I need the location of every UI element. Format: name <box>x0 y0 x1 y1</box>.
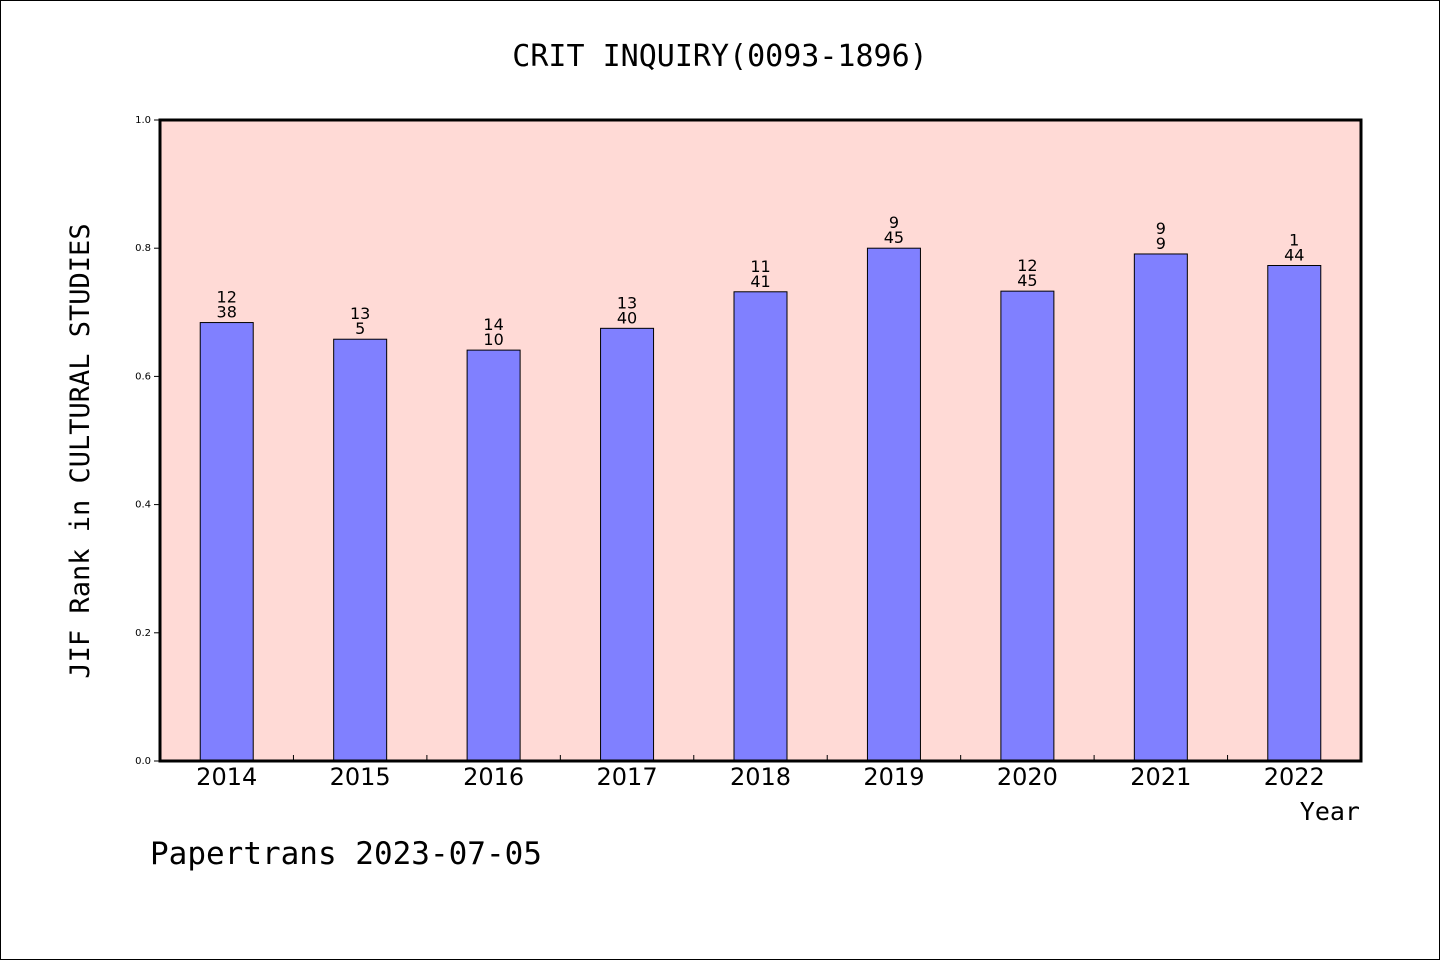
y-tick-label-0.4: 0.4 <box>135 500 151 511</box>
x-tick-label-2018: 2018 <box>730 763 791 791</box>
plot-border <box>158 118 1363 763</box>
bar-label-top-2016: 14 <box>483 315 503 334</box>
x-axis: 2014 2015 2016 2017 2018 2019 2020 2021 2022 <box>196 755 1325 791</box>
x-tick-label-2020: 2020 <box>997 763 1058 791</box>
bar-label-top-2014: 12 <box>217 288 237 307</box>
x-tick-label-2016: 2016 <box>463 763 524 791</box>
bar-label-top-2017: 13 <box>617 293 637 312</box>
bars-group <box>199 247 1322 762</box>
x-tick-label-2017: 2017 <box>597 763 658 791</box>
bar-label-top-2018: 11 <box>750 257 770 276</box>
x-axis-label: Year <box>1300 797 1360 826</box>
bar-label-top-2020: 12 <box>1017 256 1037 275</box>
bar-label-bottom-2014: 38 <box>217 303 237 322</box>
bar-label-bottom-2016: 10 <box>483 330 503 349</box>
y-axis: 0.0 0.2 0.4 0.6 0.8 1.0 <box>135 115 160 767</box>
bar-2021 <box>1133 253 1188 762</box>
bar-2022 <box>1267 265 1322 762</box>
bar-2015 <box>333 338 388 762</box>
y-tick-label-0.8: 0.8 <box>135 243 151 254</box>
bar-label-bottom-2018: 41 <box>750 272 770 291</box>
bar-label-bottom-2017: 40 <box>617 308 637 327</box>
bar-2019 <box>866 247 921 762</box>
bar-2016 <box>466 349 521 762</box>
bar-label-top-2022: 1 <box>1289 231 1299 250</box>
footer-text: Papertrans 2023-07-05 <box>150 836 542 872</box>
y-tick-label-1.0: 1.0 <box>135 115 151 126</box>
x-tick-label-2014: 2014 <box>196 763 257 791</box>
y-axis-label: JIF Rank in CULTURAL STUDIES <box>65 223 96 678</box>
bar-2018 <box>733 291 788 762</box>
bar-label-top-2021: 9 <box>1156 219 1166 238</box>
bar-label-bottom-2020: 45 <box>1017 271 1037 290</box>
bar-2014 <box>199 322 254 762</box>
x-tick-label-2019: 2019 <box>863 763 924 791</box>
bar-2020 <box>1000 290 1055 762</box>
chart-title: CRIT INQUIRY(0093-1896) <box>512 39 927 74</box>
bar-label-bottom-2022: 44 <box>1284 246 1304 265</box>
x-tick-label-2022: 2022 <box>1264 763 1325 791</box>
bar-label-bottom-2021: 9 <box>1156 234 1166 253</box>
y-tick-label-0.2: 0.2 <box>135 628 151 639</box>
y-tick-label-0.6: 0.6 <box>135 371 151 382</box>
x-tick-label-2015: 2015 <box>330 763 391 791</box>
bar-label-top-2019: 9 <box>889 213 899 232</box>
x-tick-label-2021: 2021 <box>1130 763 1191 791</box>
bar-label-top-2015: 13 <box>350 304 370 323</box>
bar-label-bottom-2019: 45 <box>884 228 904 247</box>
bar-2017 <box>600 327 655 762</box>
bar-label-bottom-2015: 5 <box>355 319 365 338</box>
y-tick-label-0.0: 0.0 <box>135 756 151 767</box>
